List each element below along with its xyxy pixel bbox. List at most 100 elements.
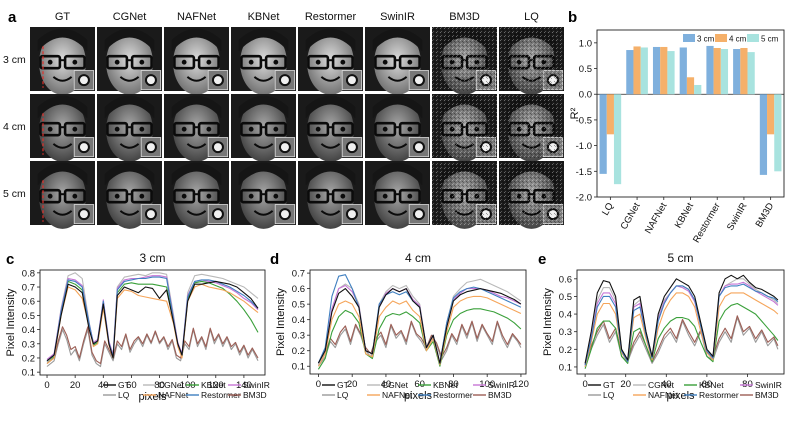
image-cell-cgnet-4cm	[97, 94, 162, 162]
eye-left	[114, 126, 120, 132]
legend-label-swinir: SwinIR	[488, 380, 515, 390]
image-cell-swinir-3cm	[365, 27, 430, 95]
y-tick-label: 0.7	[22, 283, 35, 294]
eye-right	[206, 126, 212, 132]
y-tick-label: 0.2	[22, 353, 35, 364]
bar-3cm-bm3d	[759, 94, 768, 175]
legend-label-restormer: Restormer	[433, 390, 473, 400]
image-cell-restormer-5cm	[298, 161, 363, 229]
legend-label-nafnet: NAFNet	[382, 390, 413, 400]
x-tick-label: 20	[620, 379, 631, 390]
smile	[387, 210, 408, 216]
image-cell-bm3d-3cm	[432, 27, 497, 95]
x-tick-label: 140	[236, 380, 252, 391]
eye-left	[315, 59, 321, 65]
image-cell-nafnet-3cm	[164, 27, 229, 95]
legend-label-gt: GT	[118, 380, 130, 390]
hair-shape	[372, 28, 423, 52]
smile	[387, 76, 408, 82]
bar-4cm-nafnet	[660, 46, 668, 95]
bar-3cm-swinir	[733, 49, 741, 95]
zoom-inset-eye	[77, 74, 90, 87]
smile	[186, 76, 207, 82]
y-tick-label: 0.5	[579, 64, 592, 75]
row-label-3cm: 3 cm	[3, 54, 26, 66]
y-tick-label: 0.4	[292, 315, 305, 326]
zoom-inset-eye	[77, 141, 90, 154]
glasses-left	[307, 121, 330, 137]
smile	[387, 143, 408, 149]
y-tick-label: 0.1	[292, 362, 305, 373]
image-cell-nafnet-5cm	[164, 161, 229, 229]
hair-shape	[171, 95, 222, 119]
panel-c-line-chart: c 3 cm0.10.20.30.40.50.60.70.80 20 40 60 80 1…	[5, 251, 270, 403]
bar-3cm-nafnet	[652, 46, 661, 95]
x-tick-label: 40	[381, 379, 392, 390]
smile	[52, 76, 73, 82]
zoom-inset-eye	[211, 141, 224, 154]
column-header-lq: LQ	[524, 11, 539, 23]
column-header-restormer: Restormer	[305, 11, 357, 23]
hair-shape	[104, 162, 155, 186]
y-tick-label: 0.5	[292, 300, 305, 311]
legend-label-lq: LQ	[118, 390, 130, 400]
noise-overlay	[499, 161, 564, 225]
y-tick-label: 0.6	[22, 297, 35, 308]
glasses-right	[197, 188, 220, 204]
glasses-right	[197, 54, 220, 70]
zoom-inset-eye	[278, 141, 291, 154]
smile	[186, 210, 207, 216]
legend-label-cgnet: CGNet	[158, 380, 185, 390]
noise-overlay	[432, 94, 497, 158]
x-tick-label: 0	[44, 380, 49, 391]
image-cell-restormer-3cm	[298, 27, 363, 95]
legend-label-cgnet: CGNet	[648, 380, 675, 390]
eye-right	[273, 59, 279, 65]
bar-5cm-nafnet	[667, 51, 675, 95]
smile	[119, 143, 140, 149]
bar-5cm-cgnet	[640, 47, 648, 95]
image-cell-bm3d-4cm	[432, 94, 497, 162]
series-line-gt	[317, 288, 522, 364]
row-label-5cm: 5 cm	[3, 188, 26, 200]
panel-e-line-chart: e 5 cm0.10.20.30.40.50.60 20 40 60 80pixelsP…	[538, 251, 785, 402]
hair-shape	[37, 28, 88, 52]
glasses-right	[331, 121, 354, 137]
hair-shape	[305, 28, 356, 52]
legend-label-bm3d: BM3D	[243, 390, 267, 400]
y-tick-label: -1.5	[576, 167, 592, 178]
legend-swatch-5cm	[747, 34, 759, 42]
legend-swatch-3cm	[683, 34, 695, 42]
zoom-inset-eye	[345, 141, 358, 154]
glasses-left	[374, 121, 397, 137]
legend-label-kbnet: KBNet	[699, 380, 724, 390]
glasses-right	[331, 188, 354, 204]
eye-right	[72, 59, 78, 65]
glasses-left	[39, 188, 62, 204]
y-tick-label: -1.0	[576, 141, 592, 152]
eye-right	[72, 193, 78, 199]
y-tick-label: 0.2	[559, 345, 572, 356]
smile	[119, 76, 140, 82]
image-cell-cgnet-3cm	[97, 27, 162, 95]
noise-overlay	[432, 161, 497, 225]
plot-frame	[309, 269, 527, 375]
x-tick-label: 0	[316, 379, 321, 390]
eye-left	[382, 126, 388, 132]
panel-a-image-grid: a GT CGNet NAFNet KBNet Restormer SwinIR BM3D L…	[3, 9, 564, 229]
y-tick-label: 0.1	[22, 368, 35, 379]
image-cell-bm3d-5cm	[432, 161, 497, 229]
smile	[320, 76, 341, 82]
hair-shape	[104, 28, 155, 52]
image-cell-gt-4cm	[30, 94, 95, 162]
legend-label-nafnet: NAFNet	[158, 390, 189, 400]
hair-shape	[171, 162, 222, 186]
eye-left	[181, 126, 187, 132]
glasses-left	[173, 188, 196, 204]
legend-label-kbnet: KBNet	[201, 380, 226, 390]
glasses-left	[39, 54, 62, 70]
series-line-nafnet	[317, 295, 522, 367]
zoom-inset-eye	[144, 208, 157, 221]
zoom-inset-eye	[144, 74, 157, 87]
